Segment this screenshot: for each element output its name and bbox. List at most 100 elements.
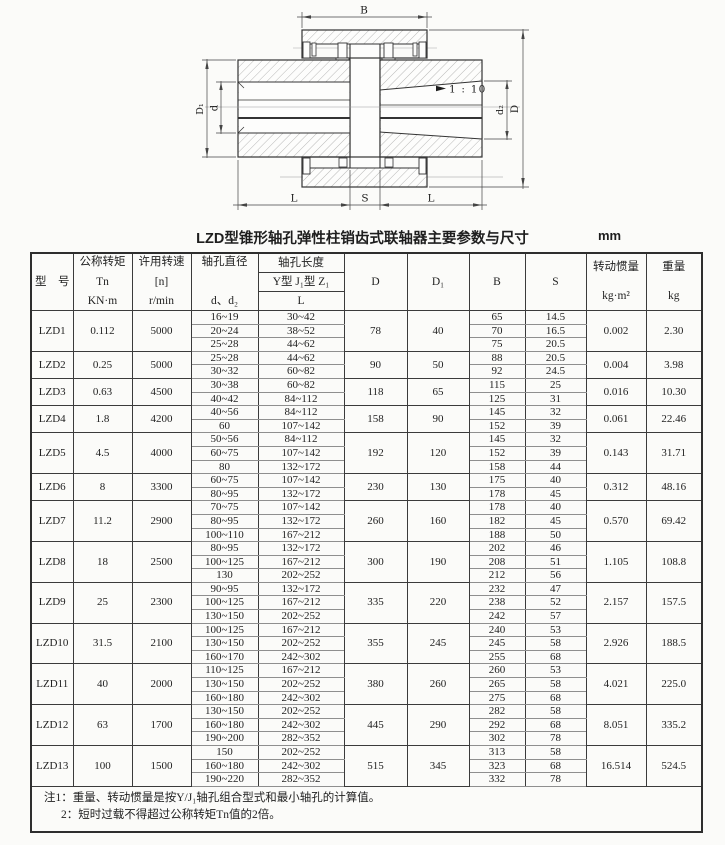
cell-B: 182	[468, 513, 526, 529]
cell-S: 47	[524, 581, 587, 597]
cell-weight: 188.5	[645, 622, 703, 665]
cell-inertia: 2.157	[585, 581, 647, 624]
table-row: LZD13 100 1500 150 202~252 515 345 313 58 16.514 5…	[30, 745, 703, 787]
cell-speed: 1500	[131, 745, 192, 787]
cell-S: 20.5	[524, 350, 587, 366]
cell-speed: 5000	[131, 310, 192, 352]
cell-S: 68	[524, 690, 587, 706]
cell-bore-diameter: 70~75	[190, 500, 259, 515]
bore-dia-title: 轴孔直径	[201, 256, 248, 268]
cell-B: 240	[468, 622, 526, 638]
cell-bore-diameter: 130~150	[190, 636, 259, 651]
table-row: 100~125 167~212 208 51	[31, 554, 702, 570]
cell-S: 50	[524, 527, 587, 543]
cell-D1: 260	[406, 663, 470, 706]
cell-speed: 2500	[131, 541, 192, 583]
table-footer: 注1：重量、转动惯量是按Y/J₁轴孔组合型式和最小轴孔的计算值。 2：短时过载不…	[30, 785, 703, 833]
cell-bore-length: 60~82	[257, 377, 345, 393]
cell-B: 152	[468, 418, 526, 434]
cell-bore-length: 242~302	[257, 690, 345, 706]
cell-bore-length: 202~252	[257, 636, 345, 651]
cell-S: 40	[524, 500, 587, 515]
cell-bore-length: 202~252	[257, 745, 345, 760]
cell-speed: 5000	[131, 350, 192, 379]
col-header-D1: D₁	[406, 252, 470, 311]
table-row: 60 107~142 152 39	[31, 418, 702, 434]
B-label: B	[493, 275, 501, 288]
cell-torque: 0.112	[72, 310, 133, 352]
cell-model: LZD8	[30, 541, 74, 583]
cell-B: 65	[468, 310, 526, 325]
cell-bore-diameter: 110~125	[190, 663, 259, 679]
table-header-row-3: L	[31, 291, 702, 311]
weight-unit: kg	[668, 290, 680, 302]
cell-B: 88	[468, 350, 526, 366]
cell-B: 265	[468, 677, 526, 692]
cell-B: 245	[468, 636, 526, 651]
cell-inertia: 16.514	[585, 745, 647, 787]
cell-weight: 10.30	[645, 377, 703, 407]
cell-bore-diameter: 160~170	[190, 649, 259, 665]
table-row: LZD7 11.2 2900 70~75 107~142 260 160 178 40 0.570…	[30, 500, 703, 543]
col-header-S: S	[524, 252, 587, 311]
cell-inertia: 0.002	[585, 310, 647, 352]
cell-bore-diameter: 130~150	[190, 677, 259, 692]
page-title: LZD型锥形轴孔弹性柱销齿式联轴器主要参数与尺寸	[196, 231, 529, 247]
cell-S: 53	[524, 622, 587, 638]
cell-B: 145	[468, 432, 526, 447]
table-row: 130~150 202~252 242 57	[31, 609, 702, 624]
cell-S: 40	[524, 473, 587, 488]
table-row: LZD11 40 2000 110~125 167~212 380 260 260 53 4.02…	[30, 663, 703, 706]
cell-S: 45	[524, 486, 587, 502]
cell-bore-diameter: 80~95	[190, 541, 259, 556]
cell-torque: 40	[72, 663, 133, 706]
cell-B: 313	[468, 745, 526, 760]
dim-label-d2: d₂	[495, 105, 506, 115]
note-1: 注1：重量、转动惯量是按Y/J₁轴孔组合型式和最小轴孔的计算值。	[44, 791, 381, 804]
cell-S: 20.5	[524, 337, 587, 352]
cell-bore-diameter: 160~180	[190, 758, 259, 774]
cell-bore-diameter: 60~75	[190, 445, 259, 461]
inertia-unit: kg·m²	[602, 290, 630, 302]
cell-D1: 50	[406, 350, 470, 379]
cell-S: 39	[524, 418, 587, 434]
cell-D1: 65	[406, 377, 470, 407]
inertia-title: 转动惯量	[593, 261, 639, 273]
bottom-sleeve	[301, 156, 428, 188]
cell-bore-diameter: 50~56	[190, 432, 259, 447]
cell-D1: 90	[406, 405, 470, 434]
cell-B: 125	[468, 391, 526, 407]
dim-D1: D₁	[195, 59, 236, 158]
col-header-bore-length-types: Y型 J₁型 Z₁	[257, 272, 345, 292]
cell-bore-length: 84~112	[257, 391, 345, 407]
table-header-row-1: 型 号 公称转矩 Tn KN·m 许用转速 [n] r/min 轴孔直径 d、d	[30, 252, 703, 311]
table-row: LZD3 0.63 4500 30~38 60~82 118 65 115 25 0.016 10.…	[30, 377, 703, 407]
col-header-speed: 许用转速 [n] r/min	[131, 252, 192, 311]
cell-bore-length: 107~142	[257, 445, 345, 461]
table-row: 160~170 242~302 255 68	[31, 649, 702, 665]
cell-D: 192	[343, 432, 408, 475]
cell-B: 260	[468, 663, 526, 679]
left-hub	[237, 59, 351, 158]
dim-LSL: L S L	[233, 160, 487, 210]
cell-S: 31	[524, 391, 587, 407]
cell-S: 78	[524, 772, 587, 787]
cell-weight: 524.5	[645, 745, 703, 787]
cell-torque: 1.8	[72, 405, 133, 434]
col-header-inertia: 转动惯量 kg·m²	[585, 252, 647, 311]
cell-bore-diameter: 25~28	[190, 350, 259, 366]
table-row: LZD9 25 2300 90~95 132~172 335 220 232 47 2.157 15…	[30, 581, 703, 624]
col-header-model: 型 号	[30, 252, 74, 311]
cell-S: 68	[524, 649, 587, 665]
cell-S: 39	[524, 445, 587, 461]
D-label: D	[371, 275, 380, 288]
cell-inertia: 8.051	[585, 704, 647, 746]
cell-D1: 130	[406, 473, 470, 502]
cell-torque: 18	[72, 541, 133, 583]
cell-model: LZD1	[30, 310, 74, 352]
table-header: 型 号 公称转矩 Tn KN·m 许用转速 [n] r/min 轴孔直径 d、d	[30, 252, 703, 311]
dim-label-S: S	[361, 193, 368, 205]
cell-bore-length: 132~172	[257, 513, 345, 529]
cell-D1: 40	[406, 310, 470, 352]
table-row: LZD2 0.25 5000 25~28 44~62 90 50 88 20.5 0.004 3.9…	[30, 350, 703, 379]
